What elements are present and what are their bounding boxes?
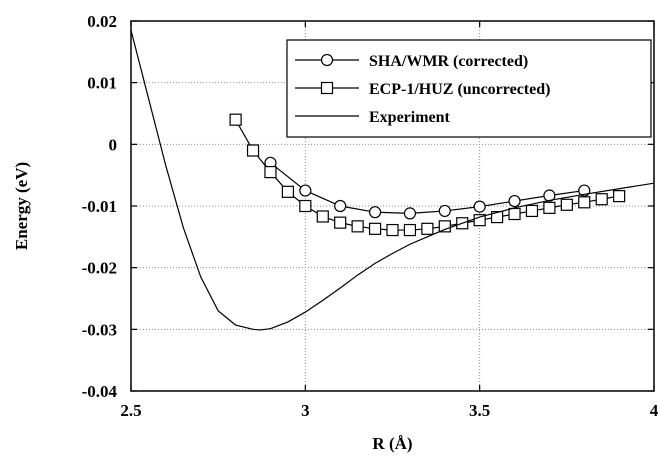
x-tick-label: 4 bbox=[650, 401, 658, 420]
legend-label: Experiment bbox=[369, 109, 451, 126]
y-tick-label: 0.01 bbox=[87, 74, 117, 93]
x-tick-label: 2.5 bbox=[120, 401, 141, 420]
data-point bbox=[525, 204, 539, 218]
data-point bbox=[421, 222, 434, 235]
legend-label: ECP-1/HUZ (uncorrected) bbox=[369, 81, 550, 98]
data-point bbox=[613, 190, 626, 203]
data-point bbox=[368, 206, 382, 219]
series-3 bbox=[131, 30, 654, 331]
data-point bbox=[246, 144, 260, 157]
data-point bbox=[473, 214, 486, 227]
data-point bbox=[351, 220, 364, 233]
data-point bbox=[334, 199, 347, 213]
data-point bbox=[543, 201, 556, 214]
ticks: 2.5 3 3.5 4 0.02 0.01 0 -0.01 -0.02 -0.03 -0.04 bbox=[82, 12, 658, 420]
data-point bbox=[438, 204, 451, 218]
data-point bbox=[403, 223, 417, 237]
x-tick-label: 3 bbox=[301, 401, 310, 420]
data-point bbox=[560, 198, 573, 211]
data-point bbox=[316, 210, 329, 223]
x-axis-label: R (Å) bbox=[372, 434, 412, 453]
data-point bbox=[473, 200, 486, 213]
legend-box bbox=[286, 39, 652, 138]
data-point bbox=[264, 165, 277, 179]
data-point bbox=[595, 193, 608, 206]
y-tick-label: -0.01 bbox=[82, 197, 117, 216]
y-tick-label: 0.02 bbox=[87, 12, 117, 31]
data-point bbox=[229, 113, 242, 126]
data-point bbox=[299, 184, 312, 197]
legend-label: SHA/WMR (corrected) bbox=[369, 53, 528, 70]
y-tick-label: -0.03 bbox=[82, 320, 117, 339]
series-line bbox=[131, 30, 654, 331]
y-tick-label: -0.04 bbox=[82, 382, 118, 401]
data-point bbox=[438, 220, 451, 233]
data-point bbox=[368, 222, 382, 235]
data-point bbox=[578, 196, 591, 209]
x-tick-label: 3.5 bbox=[469, 401, 490, 420]
y-tick-label: -0.02 bbox=[82, 259, 117, 278]
y-axis-label: Energy (eV) bbox=[12, 162, 31, 250]
y-tick-label: 0 bbox=[109, 135, 118, 154]
data-point bbox=[334, 216, 347, 229]
series-2 bbox=[229, 113, 626, 237]
data-point bbox=[491, 211, 504, 224]
data-point bbox=[403, 207, 417, 220]
data-point bbox=[299, 199, 312, 213]
data-point bbox=[281, 185, 294, 198]
legend-marker bbox=[320, 53, 334, 67]
legend: SHA/WMR (corrected) ECP-1/HUZ (uncorrecte… bbox=[286, 39, 652, 138]
legend-marker bbox=[320, 81, 334, 95]
plot-series bbox=[131, 30, 654, 331]
data-point bbox=[386, 223, 399, 237]
data-point bbox=[508, 194, 521, 208]
data-point bbox=[508, 207, 521, 221]
series-line bbox=[270, 162, 585, 215]
series-1 bbox=[264, 156, 591, 220]
